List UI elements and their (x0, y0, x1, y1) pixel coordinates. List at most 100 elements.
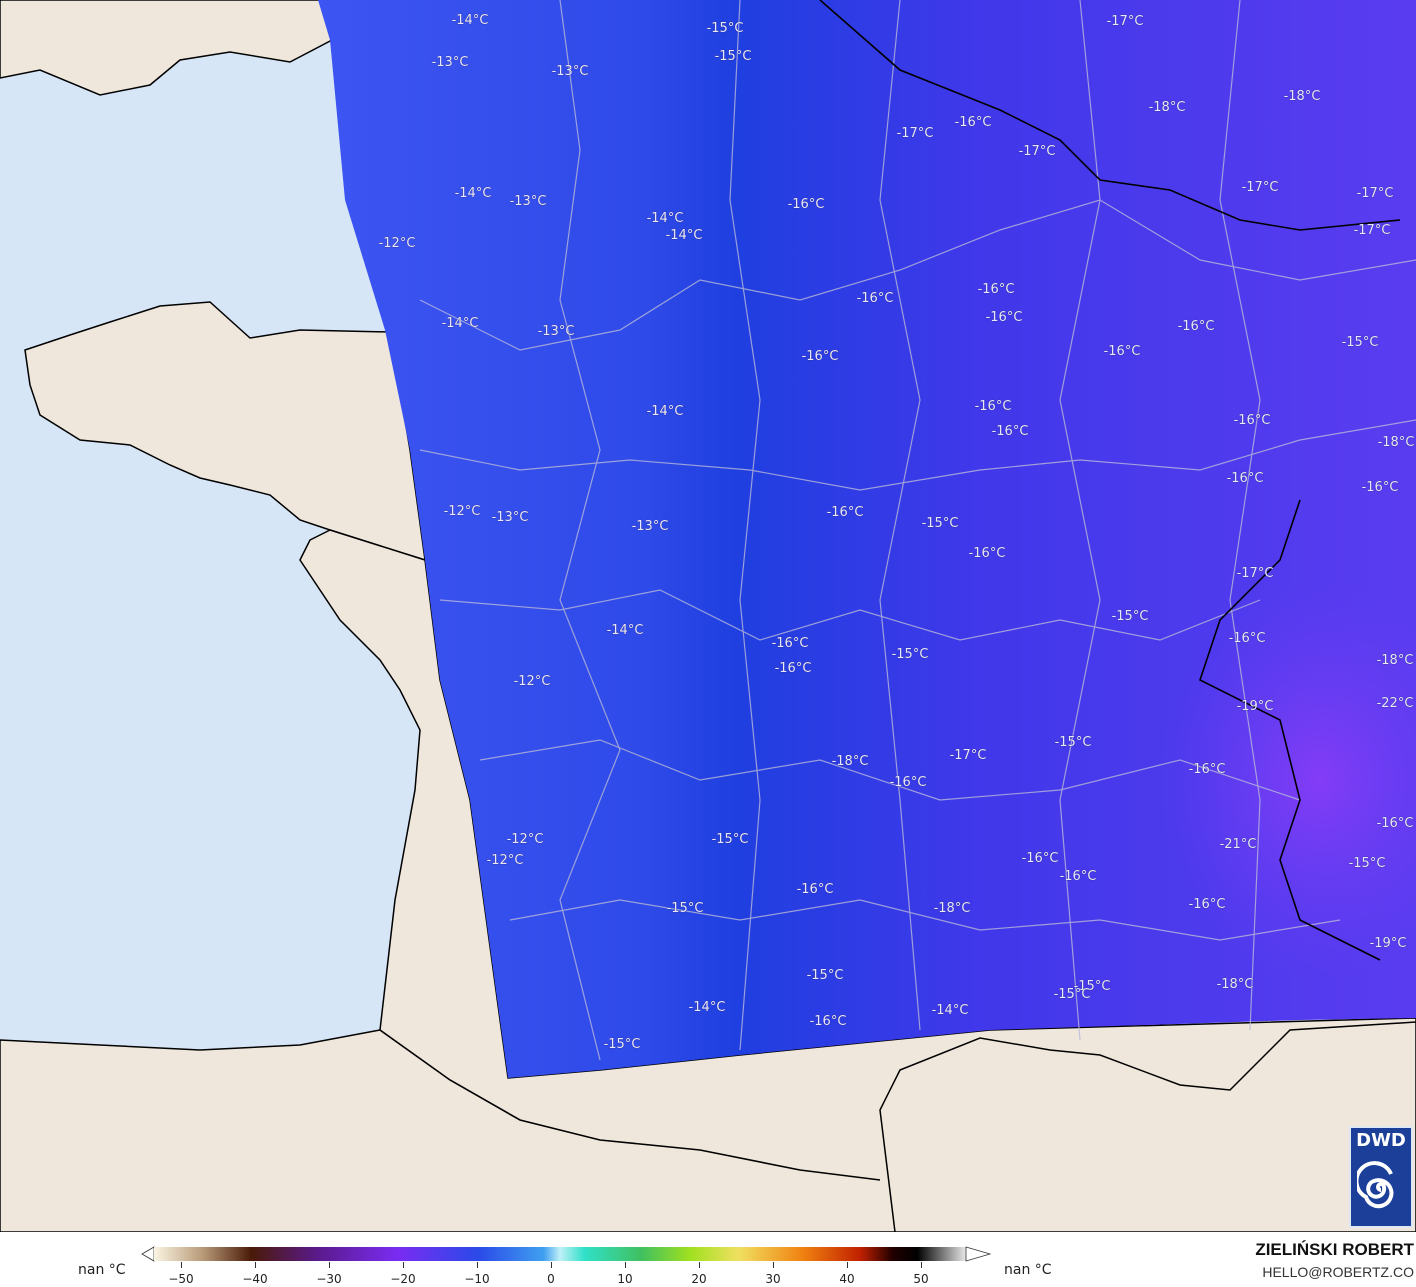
temperature-label: -16°C (890, 775, 927, 790)
temperature-label: -15°C (1055, 735, 1092, 750)
temperature-label: -15°C (807, 968, 844, 983)
temperature-label: -15°C (712, 832, 749, 847)
colorbar-tick-mark (773, 1262, 774, 1268)
colorbar-min-triangle (141, 1246, 155, 1262)
temperature-label: -16°C (1178, 319, 1215, 334)
temperature-label: -16°C (1189, 897, 1226, 912)
temperature-label: -18°C (832, 754, 869, 769)
temperature-label: -14°C (607, 623, 644, 638)
temperature-label: -16°C (1377, 816, 1414, 831)
temperature-labels: -14°C -15°C -17°C -13°C -13°C -15°C -18°C -18°C… (378, 13, 1415, 1053)
temperature-label: -16°C (1229, 631, 1266, 646)
colorbar-tick-mark (699, 1262, 700, 1268)
temperature-label: -14°C (455, 186, 492, 201)
colorbar-tick-label: 50 (913, 1272, 929, 1286)
temperature-label: -15°C (1054, 987, 1091, 1002)
temperature-label: -16°C (955, 115, 992, 130)
temperature-label: -15°C (715, 49, 752, 64)
temperature-label: -16°C (1227, 471, 1264, 486)
temperature-label: -17°C (1237, 566, 1274, 581)
temperature-label: -12°C (507, 832, 544, 847)
temperature-label: -16°C (986, 310, 1023, 325)
temperature-label: -16°C (788, 197, 825, 212)
temperature-map[interactable]: -14°C -15°C -17°C -13°C -13°C -15°C -18°C -18°C… (0, 0, 1416, 1232)
temperature-label: -18°C (934, 901, 971, 916)
temperature-label: -13°C (538, 324, 575, 339)
author-email: HELLO@ROBERTZ.CO (1262, 1264, 1414, 1280)
temperature-label: -14°C (666, 228, 703, 243)
temperature-label: -14°C (442, 316, 479, 331)
colorbar (141, 1246, 992, 1262)
colorbar-legend: nan °C (0, 1232, 1416, 1287)
alps-cold-area (1160, 580, 1416, 980)
temperature-label: -19°C (1370, 936, 1407, 951)
colorbar-tick-mark (847, 1262, 848, 1268)
temperature-label: -14°C (932, 1003, 969, 1018)
temperature-label: -13°C (510, 194, 547, 209)
colorbar-tick-label: −40 (242, 1272, 268, 1286)
temperature-label: -17°C (897, 126, 934, 141)
temperature-label: -13°C (632, 519, 669, 534)
author-credit: ZIELIŃSKI ROBERT (1255, 1240, 1414, 1259)
temperature-label: -17°C (1107, 14, 1144, 29)
temperature-label: -16°C (1060, 869, 1097, 884)
data-field (318, 0, 1416, 1078)
temperature-label: -14°C (647, 404, 684, 419)
legend-right-label: nan °C (1004, 1262, 1052, 1278)
temperature-label: -16°C (772, 636, 809, 651)
temperature-label: -18°C (1377, 653, 1414, 668)
colorbar-tick-label: 20 (691, 1272, 707, 1286)
temperature-label: -16°C (797, 882, 834, 897)
temperature-label: -16°C (1234, 413, 1271, 428)
colorbar-tick-label: −30 (316, 1272, 342, 1286)
temperature-label: -12°C (379, 236, 416, 251)
national-borders (379, 0, 1401, 1181)
temperature-label: -12°C (487, 853, 524, 868)
temperature-label: -16°C (969, 546, 1006, 561)
colorbar-tick-mark (551, 1262, 552, 1268)
colorbar-tick-mark (921, 1262, 922, 1268)
temperature-label: -16°C (857, 291, 894, 306)
colorbar-max-triangle (965, 1246, 992, 1262)
colorbar-tick-label: −20 (390, 1272, 416, 1286)
temperature-label: -17°C (950, 748, 987, 763)
temperature-label: -16°C (1362, 480, 1399, 495)
temperature-label: -16°C (810, 1014, 847, 1029)
temperature-label: -16°C (992, 424, 1029, 439)
temperature-label: -19°C (1237, 699, 1274, 714)
colorbar-tick-label: −10 (464, 1272, 490, 1286)
temperature-label: -18°C (1149, 100, 1186, 115)
dwd-logo-text: DWD (1356, 1130, 1406, 1151)
temperature-label: -18°C (1378, 435, 1415, 450)
colorbar-tick-mark (329, 1262, 330, 1268)
temperature-label: -22°C (1377, 696, 1414, 711)
colorbar-tick-mark (255, 1262, 256, 1268)
temperature-label: -16°C (775, 661, 812, 676)
colorbar-tick-label: 10 (617, 1272, 633, 1286)
colorbar-tick-label: 30 (765, 1272, 781, 1286)
temperature-label: -13°C (492, 510, 529, 525)
admin-boundaries (419, 0, 1416, 1061)
temperature-label: -16°C (1189, 762, 1226, 777)
spiral-icon (1357, 1161, 1394, 1209)
temperature-label: -15°C (1342, 335, 1379, 350)
colorbar-tick-mark (625, 1262, 626, 1268)
colorbar-tick-mark (403, 1262, 404, 1268)
temperature-label: -15°C (1349, 856, 1386, 871)
temperature-label: -15°C (1112, 609, 1149, 624)
temperature-label: -17°C (1019, 144, 1056, 159)
temperature-label: -16°C (978, 282, 1015, 297)
temperature-label: -18°C (1217, 977, 1254, 992)
temperature-label: -16°C (1104, 344, 1141, 359)
temperature-label: -14°C (689, 1000, 726, 1015)
legend-left-label: nan °C (78, 1262, 126, 1278)
temperature-label: -21°C (1220, 837, 1257, 852)
dwd-logo: DWD (1349, 1126, 1413, 1228)
temperature-label: -16°C (802, 349, 839, 364)
temperature-label: -15°C (707, 21, 744, 36)
temperature-label: -15°C (1074, 979, 1111, 994)
temperature-label: -14°C (452, 13, 489, 28)
temperature-label: -16°C (975, 399, 1012, 414)
temperature-label: -15°C (667, 901, 704, 916)
colorbar-tick-label: 0 (547, 1272, 555, 1286)
